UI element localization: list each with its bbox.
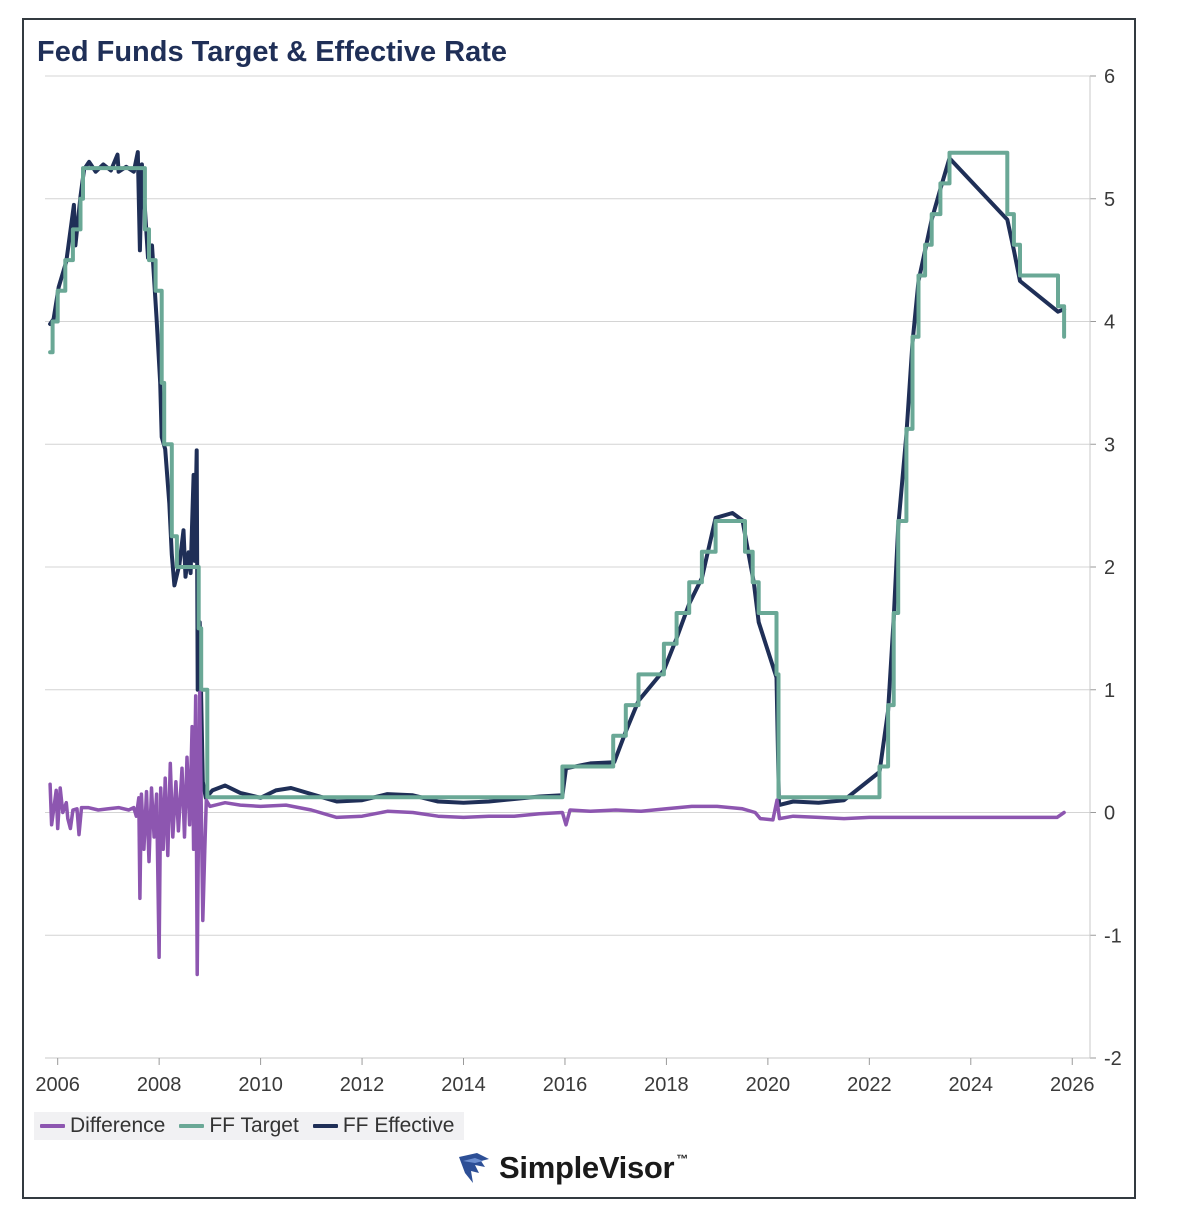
legend-swatch-ff-effective [312, 1124, 338, 1128]
brand-logo: SimpleVisor ™ [455, 1148, 688, 1188]
y-tick-label: 1 [1104, 680, 1115, 702]
x-tick-label: 2018 [644, 1074, 689, 1096]
brand-name: SimpleVisor [499, 1150, 675, 1185]
legend-swatch-ff-target [179, 1124, 205, 1128]
chart-frame [22, 18, 1136, 1199]
legend: Difference FF Target FF Effective [34, 1112, 465, 1140]
axes: -2 -1 0 1 2 3 4 5 6 2006 2008 2010 2012 2014 2016 2018 2… [35, 66, 1121, 1096]
legend-label: FF Target [209, 1114, 299, 1137]
y-tick-label: -1 [1104, 925, 1122, 947]
y-tick-label: 4 [1104, 312, 1115, 334]
series-line-ff-target [48, 150, 1067, 800]
legend-label: Difference [70, 1114, 166, 1137]
x-tick-label: 2008 [137, 1074, 182, 1096]
brand-trademark: ™ [676, 1152, 689, 1166]
x-tick-label: 2026 [1050, 1074, 1095, 1096]
eagle-icon [459, 1153, 489, 1183]
legend-label: FF Effective [342, 1114, 455, 1137]
series-line-ff-effective [48, 150, 1067, 808]
legend-swatch-difference [40, 1124, 65, 1128]
series-lines [48, 150, 1067, 977]
x-tick-label: 2024 [949, 1074, 994, 1096]
series-line-difference [48, 690, 1066, 977]
legend-item-difference[interactable]: Difference [40, 1114, 165, 1138]
grid-lines [45, 75, 1090, 1059]
y-tick-label: 0 [1104, 803, 1115, 825]
legend-item-ff-target[interactable]: FF Target [179, 1114, 299, 1138]
x-tick-label: 2016 [543, 1074, 588, 1096]
y-tick-label: 2 [1104, 557, 1115, 579]
chart-title: Fed Funds Target & Effective Rate [37, 36, 507, 68]
y-tick-label: -2 [1104, 1048, 1122, 1070]
y-tick-label: 3 [1104, 434, 1115, 456]
legend-item-ff-effective[interactable]: FF Effective [312, 1114, 455, 1138]
x-tick-label: 2010 [238, 1074, 283, 1096]
x-tick-label: 2012 [340, 1074, 385, 1096]
x-tick-label: 2022 [847, 1074, 892, 1096]
x-tick-label: 2006 [35, 1074, 80, 1096]
y-tick-label: 6 [1104, 66, 1115, 88]
x-tick-label: 2014 [441, 1074, 486, 1096]
y-tick-label: 5 [1104, 189, 1115, 211]
x-tick-label: 2020 [746, 1074, 791, 1096]
